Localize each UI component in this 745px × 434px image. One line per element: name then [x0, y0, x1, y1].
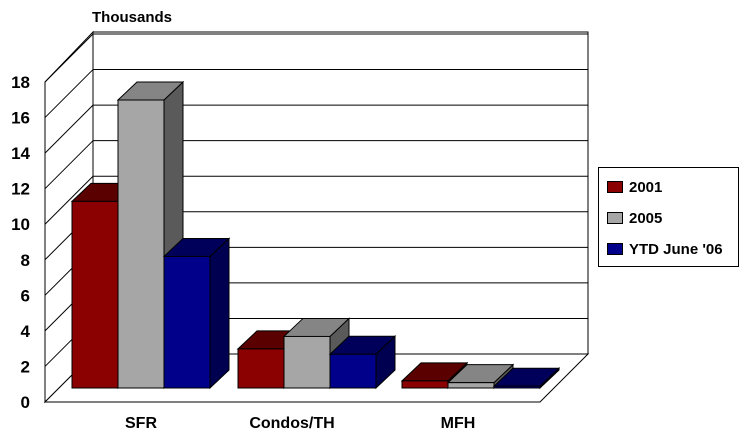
bar-mfh-ytd-june-06: [492, 367, 561, 390]
gridline-side: [44, 175, 94, 225]
legend-label-2005: 2005: [629, 209, 663, 227]
bar-condos-th-ytd-june-06: [328, 335, 397, 390]
y-tick-label: 2: [21, 357, 30, 376]
y-tick-label: 0: [21, 393, 30, 412]
x-tick-label: SFR: [125, 415, 157, 432]
legend-item-2001: 2001: [607, 178, 662, 196]
y-tick-label: 16: [11, 109, 30, 128]
bar-front: [117, 99, 165, 389]
legend-swatch-2005: [607, 212, 623, 224]
legend-swatch-2001: [607, 181, 623, 193]
gridline-side: [44, 140, 94, 190]
x-tick-label: Condos/TH: [249, 415, 334, 432]
gridline-side: [44, 33, 94, 83]
y-tick-label: 18: [11, 73, 30, 92]
y-tick-labels: 0 2 4 6 8 10 12 14 16 18: [11, 73, 30, 412]
bar-front: [447, 382, 495, 389]
gridline-side: [44, 104, 94, 154]
bar-side: [209, 237, 230, 390]
bar-front: [163, 255, 211, 389]
x-tick-label: MFH: [441, 415, 476, 432]
y-tick-label: 6: [21, 286, 30, 305]
x-tick-labels: SFR Condos/TH MFH: [125, 415, 475, 432]
y-tick-label: 10: [11, 215, 30, 234]
y-tick-label: 14: [11, 144, 30, 163]
bar-front: [401, 380, 449, 389]
legend-item-ytd-june-06: YTD June '06: [607, 240, 723, 258]
legend-swatch-ytd-june-06: [607, 243, 623, 255]
y-tick-label: 4: [21, 322, 31, 341]
y-tick-label: 12: [11, 180, 30, 199]
gridline-side: [44, 69, 94, 118]
bar-front: [71, 200, 119, 389]
bar-front: [329, 353, 377, 389]
bar-front: [493, 385, 541, 389]
y-tick-label: 8: [21, 251, 30, 270]
legend-item-2005: 2005: [607, 209, 662, 227]
legend-label-2001: 2001: [629, 178, 663, 196]
bar-sfr-ytd-june-06: [162, 237, 231, 390]
legend: 2001 2005 YTD June '06: [598, 167, 739, 267]
legend-label-ytd-june-06: YTD June '06: [629, 240, 723, 258]
y-axis-label: Thousands: [92, 9, 172, 26]
bar-condos-th-2005: [282, 317, 351, 390]
bars: [70, 80, 561, 390]
bar-front: [237, 348, 285, 389]
bar-front: [283, 335, 331, 389]
